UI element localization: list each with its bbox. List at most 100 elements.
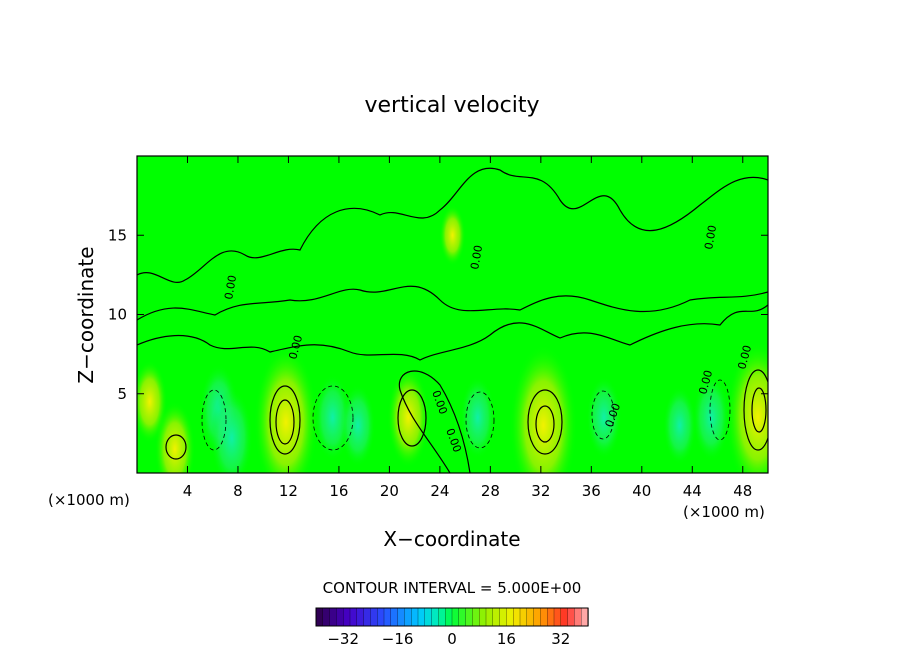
velocity-cell-4 — [254, 345, 318, 473]
contour-positive-line — [751, 387, 767, 433]
colorbar-cell — [349, 607, 358, 627]
colorbar-cell — [465, 607, 474, 627]
colorbar: −32 −16 0 16 32 — [315, 607, 589, 648]
y-tick-label: 15 — [108, 226, 127, 244]
colorbar-cell — [322, 607, 331, 627]
contour-positive-line — [743, 369, 768, 451]
contour-negative-line — [312, 385, 354, 451]
colorbar-cell — [336, 607, 344, 627]
x-axis-title: X−coordinate — [383, 527, 520, 551]
velocity-cell-9 — [509, 344, 577, 473]
colorbar-cell — [417, 607, 426, 627]
x-tick-label: 24 — [430, 482, 449, 500]
colorbar-cell — [356, 607, 365, 627]
colorbar-cell — [390, 607, 399, 627]
contour-lines — [137, 167, 768, 473]
contour-negative-line — [465, 391, 495, 449]
chart-title: vertical velocity — [364, 93, 539, 118]
colorbar-tick-label: −32 — [327, 630, 359, 648]
x-tick-label: 8 — [233, 482, 243, 500]
colorbar-cell — [574, 607, 582, 627]
colorbar-cells — [315, 607, 589, 627]
contour-label: 0.00 — [222, 274, 239, 300]
colorbar-cell — [472, 607, 480, 627]
contour-positive-line — [275, 399, 295, 445]
colorbar-cell — [499, 607, 508, 627]
contour-zero-line — [137, 304, 768, 361]
x-tick-label: 32 — [531, 482, 550, 500]
x-tick-label: 4 — [183, 482, 193, 500]
colorbar-cell — [519, 607, 528, 627]
contour-positive-line — [165, 434, 187, 460]
contour-label: 0.00 — [702, 224, 719, 250]
x-tick-label: 12 — [279, 482, 298, 500]
y-tick-label: 10 — [108, 306, 127, 324]
y-axis-unit-label: (×1000 m) — [683, 503, 765, 521]
colorbar-cell — [479, 607, 487, 627]
velocity-cell-13 — [726, 341, 768, 473]
colorbar-tick-label: 0 — [447, 630, 457, 648]
colorbar-cell — [485, 607, 494, 627]
colorbar-cell — [343, 607, 351, 627]
colorbar-cell — [329, 607, 338, 627]
velocity-cell-11 — [663, 386, 697, 465]
colorbar-cell — [377, 607, 385, 627]
colorbar-cell — [533, 607, 542, 627]
colorbar-cell — [458, 607, 467, 627]
x-tick-label: 20 — [380, 482, 399, 500]
contour-label: 0.00 — [468, 244, 485, 270]
colorbar-cell — [560, 607, 569, 627]
x-tick-label: 36 — [582, 482, 601, 500]
velocity-cell-14 — [439, 205, 466, 266]
x-axis-unit-label: (×1000 m) — [48, 491, 130, 509]
x-axis: 4 8 12 16 20 24 28 32 36 40 44 48 — [183, 156, 752, 500]
x-tick-label: 44 — [683, 482, 702, 500]
colorbar-cell — [424, 607, 433, 627]
colorbar-cell — [363, 607, 372, 627]
contour-label: 0.00 — [696, 369, 715, 396]
colorbar-cell — [445, 607, 453, 627]
contour-positive-line — [269, 385, 301, 455]
colorbar-cell — [526, 607, 535, 627]
contour-interval-label: CONTOUR INTERVAL = 5.000E+00 — [323, 579, 582, 597]
colorbar-cell — [370, 607, 378, 627]
colorbar-cell — [567, 607, 576, 627]
colorbar-cell — [492, 607, 501, 627]
colorbar-cell — [451, 607, 460, 627]
contour-negative-line — [201, 389, 227, 451]
velocity-cell-1 — [154, 401, 195, 473]
contour-negative-line — [709, 379, 731, 441]
contour-label: 0.00 — [286, 334, 305, 361]
colorbar-cell — [315, 607, 324, 627]
colorbar-cell — [404, 607, 412, 627]
velocity-cell-7 — [387, 367, 430, 468]
contour-label: 0.00 — [735, 344, 754, 371]
contour-positive-line — [535, 405, 555, 443]
colorbar-tick-label: −16 — [382, 630, 414, 648]
y-axis-title: Z−coordinate — [74, 246, 98, 383]
colorbar-cell — [547, 607, 555, 627]
colorbar-cell — [506, 607, 514, 627]
colorbar-cell — [553, 607, 562, 627]
x-tick-label: 16 — [329, 482, 348, 500]
velocity-cell-6 — [340, 384, 376, 467]
colorbar-ticks: −32 −16 0 16 32 — [327, 630, 570, 648]
y-tick-label: 5 — [117, 385, 127, 403]
colorbar-cell — [513, 607, 521, 627]
velocity-cell-10 — [586, 376, 622, 459]
colorbar-tick-label: 16 — [497, 630, 516, 648]
colorbar-frame — [315, 607, 589, 627]
plot-area: 0.00 0.00 0.00 0.00 0.00 0.00 0.00 0.00 … — [136, 155, 769, 474]
contour-negative-line — [591, 390, 615, 440]
contour-zero-line — [137, 167, 768, 283]
velocity-cell-3 — [210, 388, 253, 473]
contour-positive-line — [527, 389, 563, 455]
velocity-cell-12 — [692, 374, 730, 461]
x-tick-label: 28 — [481, 482, 500, 500]
contour-zero-line — [137, 285, 768, 321]
colorbar-cell — [438, 607, 446, 627]
colorbar-cell — [397, 607, 406, 627]
contour-positive-line — [397, 389, 427, 447]
x-tick-label: 48 — [733, 482, 752, 500]
colorbar-cell — [411, 607, 419, 627]
